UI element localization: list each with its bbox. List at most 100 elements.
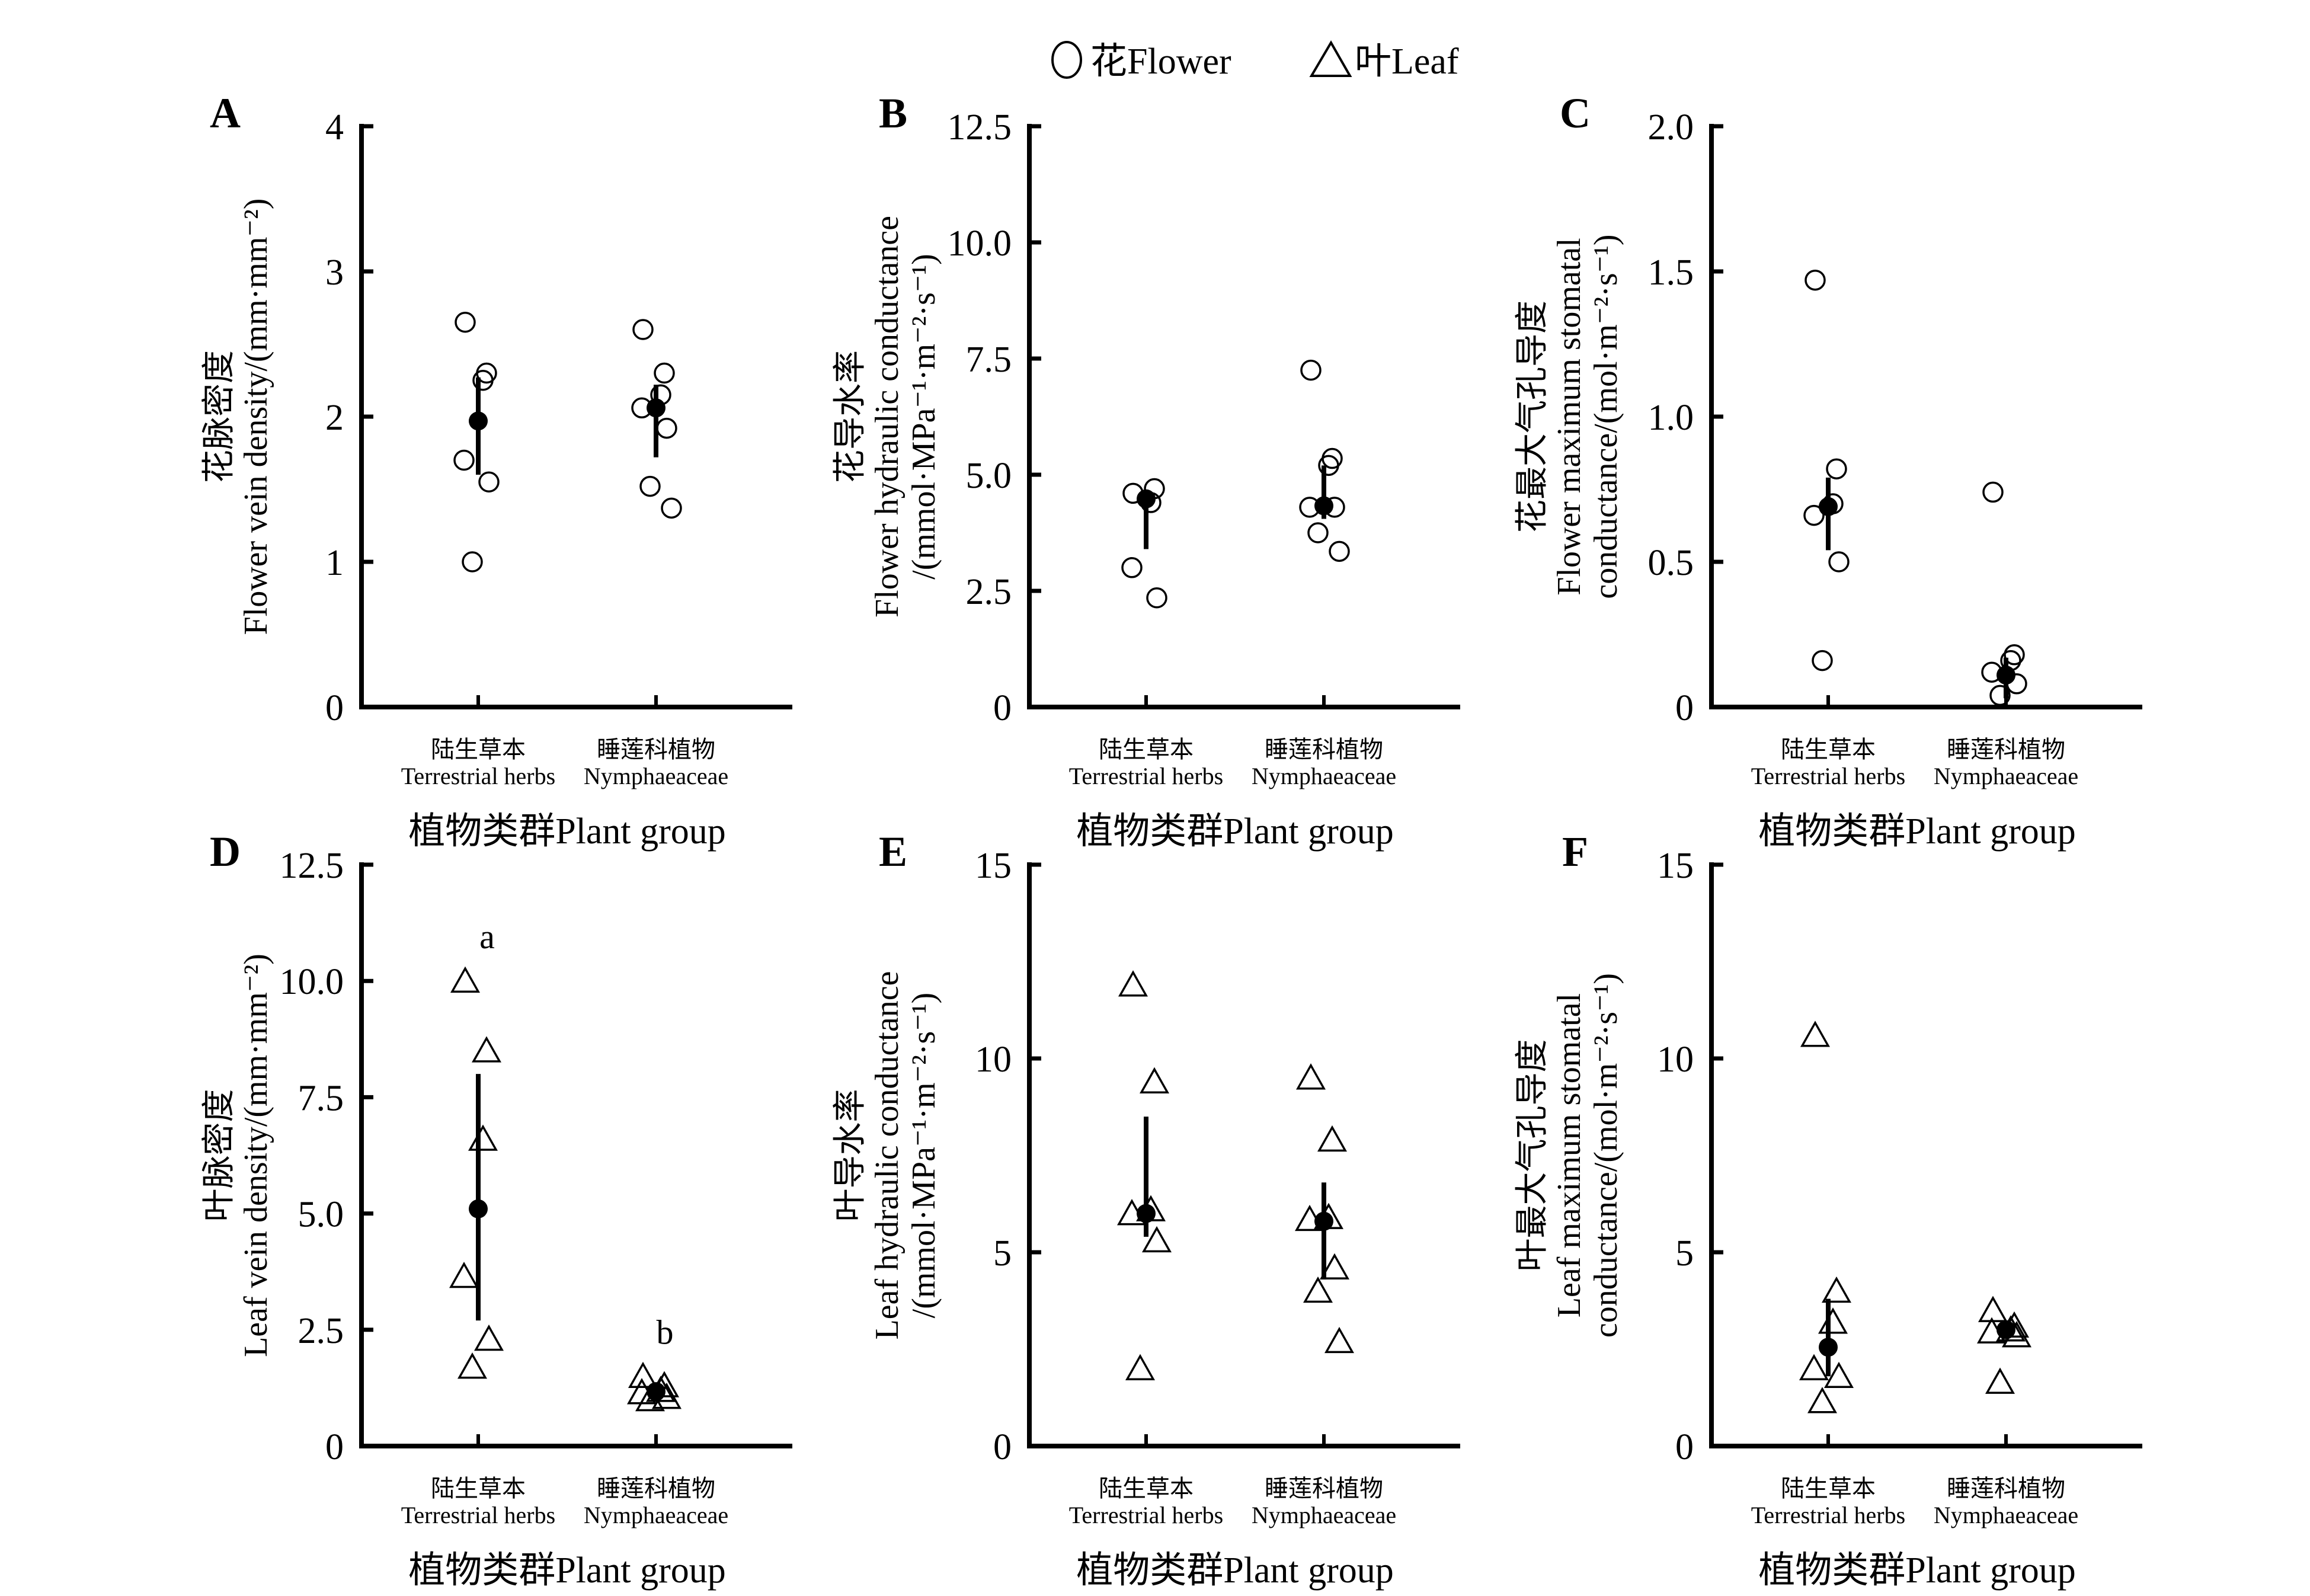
- group-terrestrial-herbs: [1799, 1021, 1854, 1413]
- data-point-circle: [654, 362, 675, 384]
- x-tick-label-en: Terrestrial herbs: [401, 1502, 555, 1528]
- x-tick-label-cn: 睡莲科植物: [1947, 736, 2065, 763]
- data-point-triangle: [474, 1324, 504, 1351]
- y-tick-label: 0: [1675, 1427, 1694, 1467]
- data-point-triangle: [1800, 1021, 1830, 1047]
- y-axis-title-line: /(mmol·MPa⁻¹·m⁻²·s⁻¹): [906, 993, 942, 1319]
- y-axis-title-line: Leaf vein density/(mm·mm⁻²): [238, 954, 274, 1357]
- data-point-circle: [1803, 504, 1825, 526]
- data-point-circle: [1329, 540, 1350, 562]
- data-point-triangle: [1303, 1276, 1333, 1303]
- y-tick-label: 5: [993, 1233, 1012, 1274]
- mean-point: [469, 1199, 488, 1218]
- x-tick-label-en: Nymphaeaceae: [1252, 763, 1396, 789]
- panel-letter: A: [210, 89, 241, 137]
- y-tick-label: 10: [975, 1040, 1012, 1080]
- x-tick-label-en: Nymphaeaceae: [1934, 763, 2078, 789]
- group-terrestrial-herbs: [1121, 478, 1167, 609]
- data-point-triangle: [1142, 1226, 1172, 1253]
- y-tick-label: 15: [975, 846, 1012, 886]
- x-tick-label-cn: 陆生草本: [431, 736, 526, 763]
- y-axis-title-line: conductance/(mol·m⁻²·s⁻¹): [1588, 234, 1624, 599]
- y-tick-label: 1.5: [1648, 252, 1694, 293]
- x-tick-label-cn: 睡莲科植物: [597, 1475, 715, 1502]
- y-tick-label: 7.5: [298, 1078, 344, 1118]
- x-axis-title: 植物类群Plant group: [1076, 811, 1394, 852]
- panel-letter: B: [879, 89, 907, 137]
- data-point-circle: [1989, 685, 2011, 706]
- data-point-circle: [1812, 650, 1833, 671]
- data-point-circle: [1826, 458, 1847, 479]
- mean-point: [1137, 1204, 1156, 1223]
- data-point-circle: [661, 497, 682, 519]
- y-tick-label: 0.5: [1648, 543, 1694, 583]
- x-tick-label-cn: 陆生草本: [1099, 736, 1194, 763]
- x-tick-label-cn: 陆生草本: [1099, 1475, 1194, 1502]
- y-tick-label: 2: [325, 398, 344, 438]
- y-tick-label: 0: [325, 1427, 344, 1467]
- significance-letter: b: [657, 1313, 674, 1351]
- data-point-triangle: [1118, 970, 1148, 997]
- y-tick-label: 0: [325, 688, 344, 728]
- data-point-triangle: [472, 1036, 501, 1063]
- group-nymphaeaceae: [1299, 359, 1350, 562]
- x-axis-title: 植物类群Plant group: [1758, 1550, 2076, 1591]
- y-tick-label: 10.0: [948, 223, 1012, 264]
- y-tick-label: 12.5: [948, 107, 1012, 148]
- data-point-circle: [632, 319, 654, 340]
- x-axis-title: 植物类群Plant group: [408, 1550, 726, 1591]
- y-axis-title-line: Leaf hydraulic conductance: [869, 971, 906, 1340]
- mean-point: [1314, 496, 1333, 516]
- y-tick-label: 5.0: [966, 456, 1012, 496]
- data-point-circle: [462, 551, 483, 572]
- y-tick-label: 2.5: [966, 572, 1012, 612]
- data-point-triangle: [450, 966, 480, 993]
- y-tick-label: 5: [1675, 1233, 1694, 1274]
- y-axis-title-line: conductance/(mol·m⁻²·s⁻¹): [1588, 973, 1624, 1338]
- y-tick-label: 4: [325, 107, 344, 148]
- y-tick-label: 7.5: [966, 340, 1012, 380]
- data-point-triangle: [1985, 1367, 2015, 1394]
- group-terrestrial-herbs: [1117, 970, 1172, 1380]
- data-point-triangle: [1317, 1125, 1347, 1152]
- group-nymphaeaceae: [1981, 481, 2027, 706]
- data-point-triangle: [1320, 1253, 1349, 1280]
- group-nymphaeaceae: [631, 319, 682, 519]
- group-terrestrial-herbs: [1803, 269, 1850, 671]
- x-tick-label-en: Nymphaeaceae: [584, 763, 728, 789]
- mean-point: [1137, 489, 1156, 508]
- legend: 花Flower 叶Leaf: [1051, 40, 1459, 82]
- data-point-circle: [1307, 522, 1329, 543]
- x-tick-label-cn: 睡莲科植物: [1265, 1475, 1383, 1502]
- y-tick-label: 2.5: [298, 1311, 344, 1351]
- mean-point: [1997, 1320, 2015, 1339]
- x-tick-label-cn: 睡莲科植物: [1265, 736, 1383, 763]
- legend-triangle-icon: [1309, 40, 1352, 77]
- mean-point: [647, 398, 666, 418]
- group-terrestrial-herbs: a: [449, 917, 504, 1379]
- y-tick-label: 10.0: [280, 962, 344, 1002]
- y-tick-label: 1: [325, 543, 344, 583]
- mean-point: [469, 411, 488, 431]
- x-tick-label-en: Nymphaeaceae: [584, 1502, 728, 1528]
- y-axis-title-line: Flower vein density/(mm·mm⁻²): [238, 199, 274, 635]
- x-tick-label-cn: 陆生草本: [431, 1475, 526, 1502]
- y-tick-label: 15: [1657, 846, 1694, 886]
- x-tick-label-en: Terrestrial herbs: [1069, 763, 1223, 789]
- data-point-triangle: [1807, 1387, 1837, 1413]
- x-tick-label-en: Nymphaeaceae: [1252, 1502, 1396, 1528]
- data-point-circle: [453, 449, 475, 471]
- y-axis-title-line: 花脉密度: [201, 350, 238, 483]
- group-terrestrial-herbs: [453, 312, 500, 572]
- data-point-circle: [472, 370, 494, 391]
- y-axis-title-line: 花导水率: [832, 350, 869, 483]
- x-tick-label-en: Nymphaeaceae: [1934, 1502, 2078, 1528]
- panel-letter: F: [1562, 828, 1588, 875]
- x-tick-label-cn: 陆生草本: [1781, 1475, 1876, 1502]
- mean-point: [1819, 1338, 1838, 1357]
- y-axis-title-line: 花最大气孔导度: [1514, 300, 1551, 533]
